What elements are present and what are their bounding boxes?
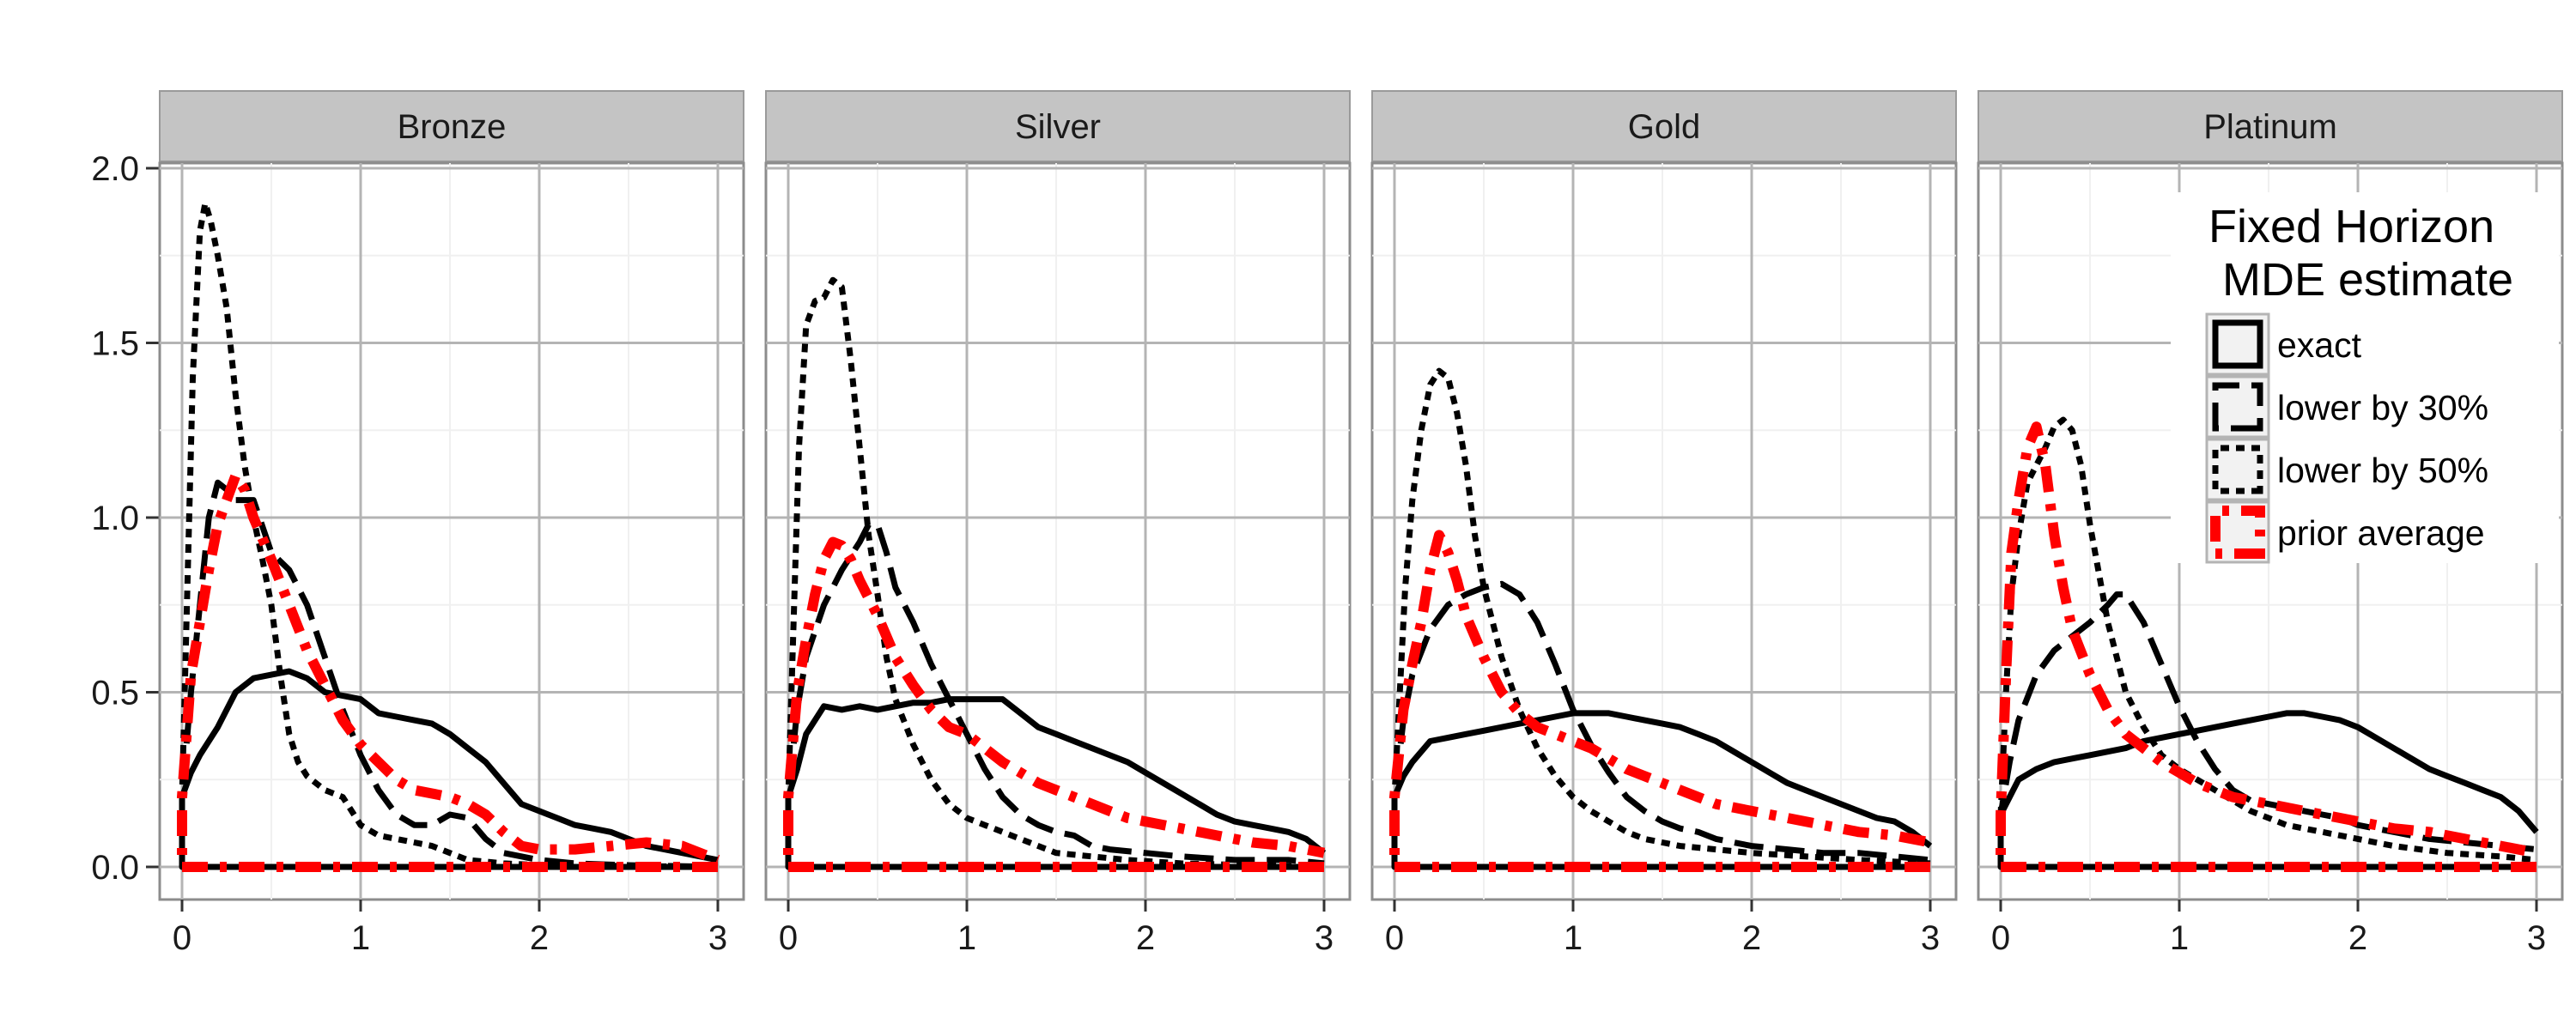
x-tick-label: 0 bbox=[779, 919, 798, 957]
series-group bbox=[783, 276, 1327, 872]
series-line-lower50 bbox=[785, 276, 1325, 870]
series-group bbox=[1996, 416, 2539, 872]
series-line-lower30 bbox=[785, 521, 1325, 870]
plot-area bbox=[158, 161, 745, 901]
x-tick-label: 0 bbox=[1991, 919, 2010, 957]
series-group bbox=[177, 200, 720, 872]
x-tick-label: 3 bbox=[1315, 919, 1334, 957]
y-tick-label: 1.5 bbox=[91, 325, 139, 363]
strip-header bbox=[1371, 90, 1957, 162]
legend-key-lower50 bbox=[2212, 445, 2263, 494]
panel-silver: Silver 0 1 2 3 bbox=[764, 90, 1352, 957]
x-tick-label: 2 bbox=[1136, 919, 1155, 957]
legend-label-lower30: lower by 30% bbox=[2277, 388, 2488, 427]
series-line-lower50 bbox=[179, 200, 719, 870]
series-group bbox=[1389, 367, 1933, 872]
series-line-lower30 bbox=[1997, 591, 2537, 870]
strip-label: Gold bbox=[1628, 108, 1701, 146]
x-tick-label: 1 bbox=[351, 919, 370, 957]
y-tick-label: 0.5 bbox=[91, 675, 139, 712]
legend-label-lower50: lower by 50% bbox=[2277, 451, 2488, 490]
strip-label: Silver bbox=[1015, 108, 1101, 146]
strip-header bbox=[159, 90, 744, 162]
legend-title: MDE estimate bbox=[2222, 254, 2513, 306]
series-line-exact bbox=[1997, 710, 2539, 870]
legend-label-prior: prior average bbox=[2277, 513, 2485, 553]
x-tick-label: 3 bbox=[1921, 919, 1940, 957]
x-tick-label: 1 bbox=[957, 919, 976, 957]
x-tick-label: 0 bbox=[1385, 919, 1404, 957]
series-line-exact bbox=[1391, 710, 1933, 870]
strip-label: Platinum bbox=[2203, 108, 2337, 146]
series-line-prior bbox=[1389, 530, 1932, 872]
series-line-exact bbox=[785, 696, 1327, 870]
x-tick-label: 3 bbox=[2527, 919, 2546, 957]
series-line-prior bbox=[177, 470, 720, 872]
plot-area bbox=[1370, 161, 1958, 901]
y-tick-label: 1.0 bbox=[91, 500, 139, 537]
legend-key-lower30 bbox=[2212, 382, 2263, 432]
series-line-exact bbox=[179, 668, 719, 870]
x-tick-label: 1 bbox=[2170, 919, 2189, 957]
x-tick-label: 0 bbox=[173, 919, 191, 957]
x-tick-label: 2 bbox=[2348, 919, 2367, 957]
x-tick-label: 1 bbox=[1564, 919, 1583, 957]
legend-title: Fixed Horizon bbox=[2208, 201, 2494, 252]
x-tick-label: 2 bbox=[530, 919, 549, 957]
y-tick-label: 2.0 bbox=[91, 150, 139, 188]
legend-key-exact bbox=[2212, 319, 2263, 369]
panel-bronze: Bronze 0 1 2 3 bbox=[158, 90, 745, 957]
legend-label-exact: exact bbox=[2277, 325, 2362, 365]
panel-gold: Gold 0 1 2 3 bbox=[1370, 90, 1958, 957]
strip-header bbox=[765, 90, 1351, 162]
x-tick-label: 2 bbox=[1742, 919, 1761, 957]
strip-label: Bronze bbox=[398, 108, 507, 146]
x-tick-label: 3 bbox=[708, 919, 727, 957]
series-line-prior bbox=[1996, 421, 2538, 872]
series-line-prior bbox=[783, 536, 1326, 872]
strip-header bbox=[1978, 90, 2563, 162]
series-line-lower50 bbox=[1391, 367, 1931, 870]
y-tick-label: 0.0 bbox=[91, 849, 139, 887]
